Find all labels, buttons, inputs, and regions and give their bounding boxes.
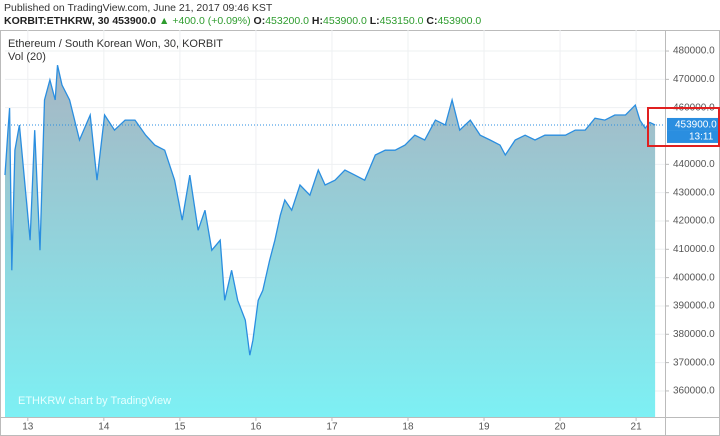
y-tick-label: 440000.0 (673, 159, 715, 170)
up-arrow: ▲ (159, 15, 169, 27)
y-tick-label: 400000.0 (673, 272, 715, 283)
symbol-line: KORBIT:ETHKRW, 30 453900.0 ▲ +400.0 (+0.… (4, 15, 481, 27)
ohlc-value: 453900.0 (437, 15, 481, 27)
x-tick-label: 21 (631, 422, 643, 433)
y-tick-label: 420000.0 (673, 216, 715, 227)
y-tick-label: 430000.0 (673, 187, 715, 198)
x-tick-label: 19 (478, 422, 490, 433)
x-tick-label: 14 (98, 422, 110, 433)
x-tick-label: 16 (250, 422, 262, 433)
x-tick-label: 20 (555, 422, 567, 433)
ohlc-label: O: (254, 15, 266, 27)
ohlc-value: 453200.0 (265, 15, 309, 27)
ohlc-label: H: (312, 15, 323, 27)
symbol: KORBIT:ETHKRW, 30 (4, 15, 110, 27)
countdown-box (667, 130, 719, 143)
y-tick-label: 470000.0 (673, 74, 715, 85)
last-price: 453900.0 (112, 15, 156, 27)
area-fill (5, 65, 656, 417)
ohlc-label: L: (370, 15, 380, 27)
y-tick-label: 380000.0 (673, 329, 715, 340)
x-tick-label: 18 (402, 422, 414, 433)
price-line (4, 65, 656, 356)
price-tag (667, 117, 719, 131)
change: +400.0 (+0.09%) (172, 15, 250, 27)
ohlc-label: C: (426, 15, 437, 27)
highlight-box (647, 107, 720, 147)
y-tick-label: 360000.0 (673, 386, 715, 397)
y-tick-label: 480000.0 (673, 46, 715, 57)
y-tick-label: 410000.0 (673, 244, 715, 255)
price-tag-label: 453900.0 (675, 120, 717, 131)
x-tick-label: 15 (174, 422, 186, 433)
y-tick-label: 370000.0 (673, 357, 715, 368)
published-line: Published on TradingView.com, June 21, 2… (4, 2, 273, 14)
ohlc-value: 453900.0 (323, 15, 367, 27)
countdown: 13:11 (689, 132, 714, 143)
plot (4, 65, 665, 417)
ohlc-value: 453150.0 (380, 15, 424, 27)
watermark: ETHKRW chart by TradingView (18, 395, 171, 407)
volume-label: Vol (20) (8, 51, 46, 63)
x-tick-label: 13 (22, 422, 34, 433)
x-tick-label: 17 (326, 422, 338, 433)
chart-title: Ethereum / South Korean Won, 30, KORBIT (8, 38, 223, 50)
y-tick-label: 390000.0 (673, 301, 715, 312)
